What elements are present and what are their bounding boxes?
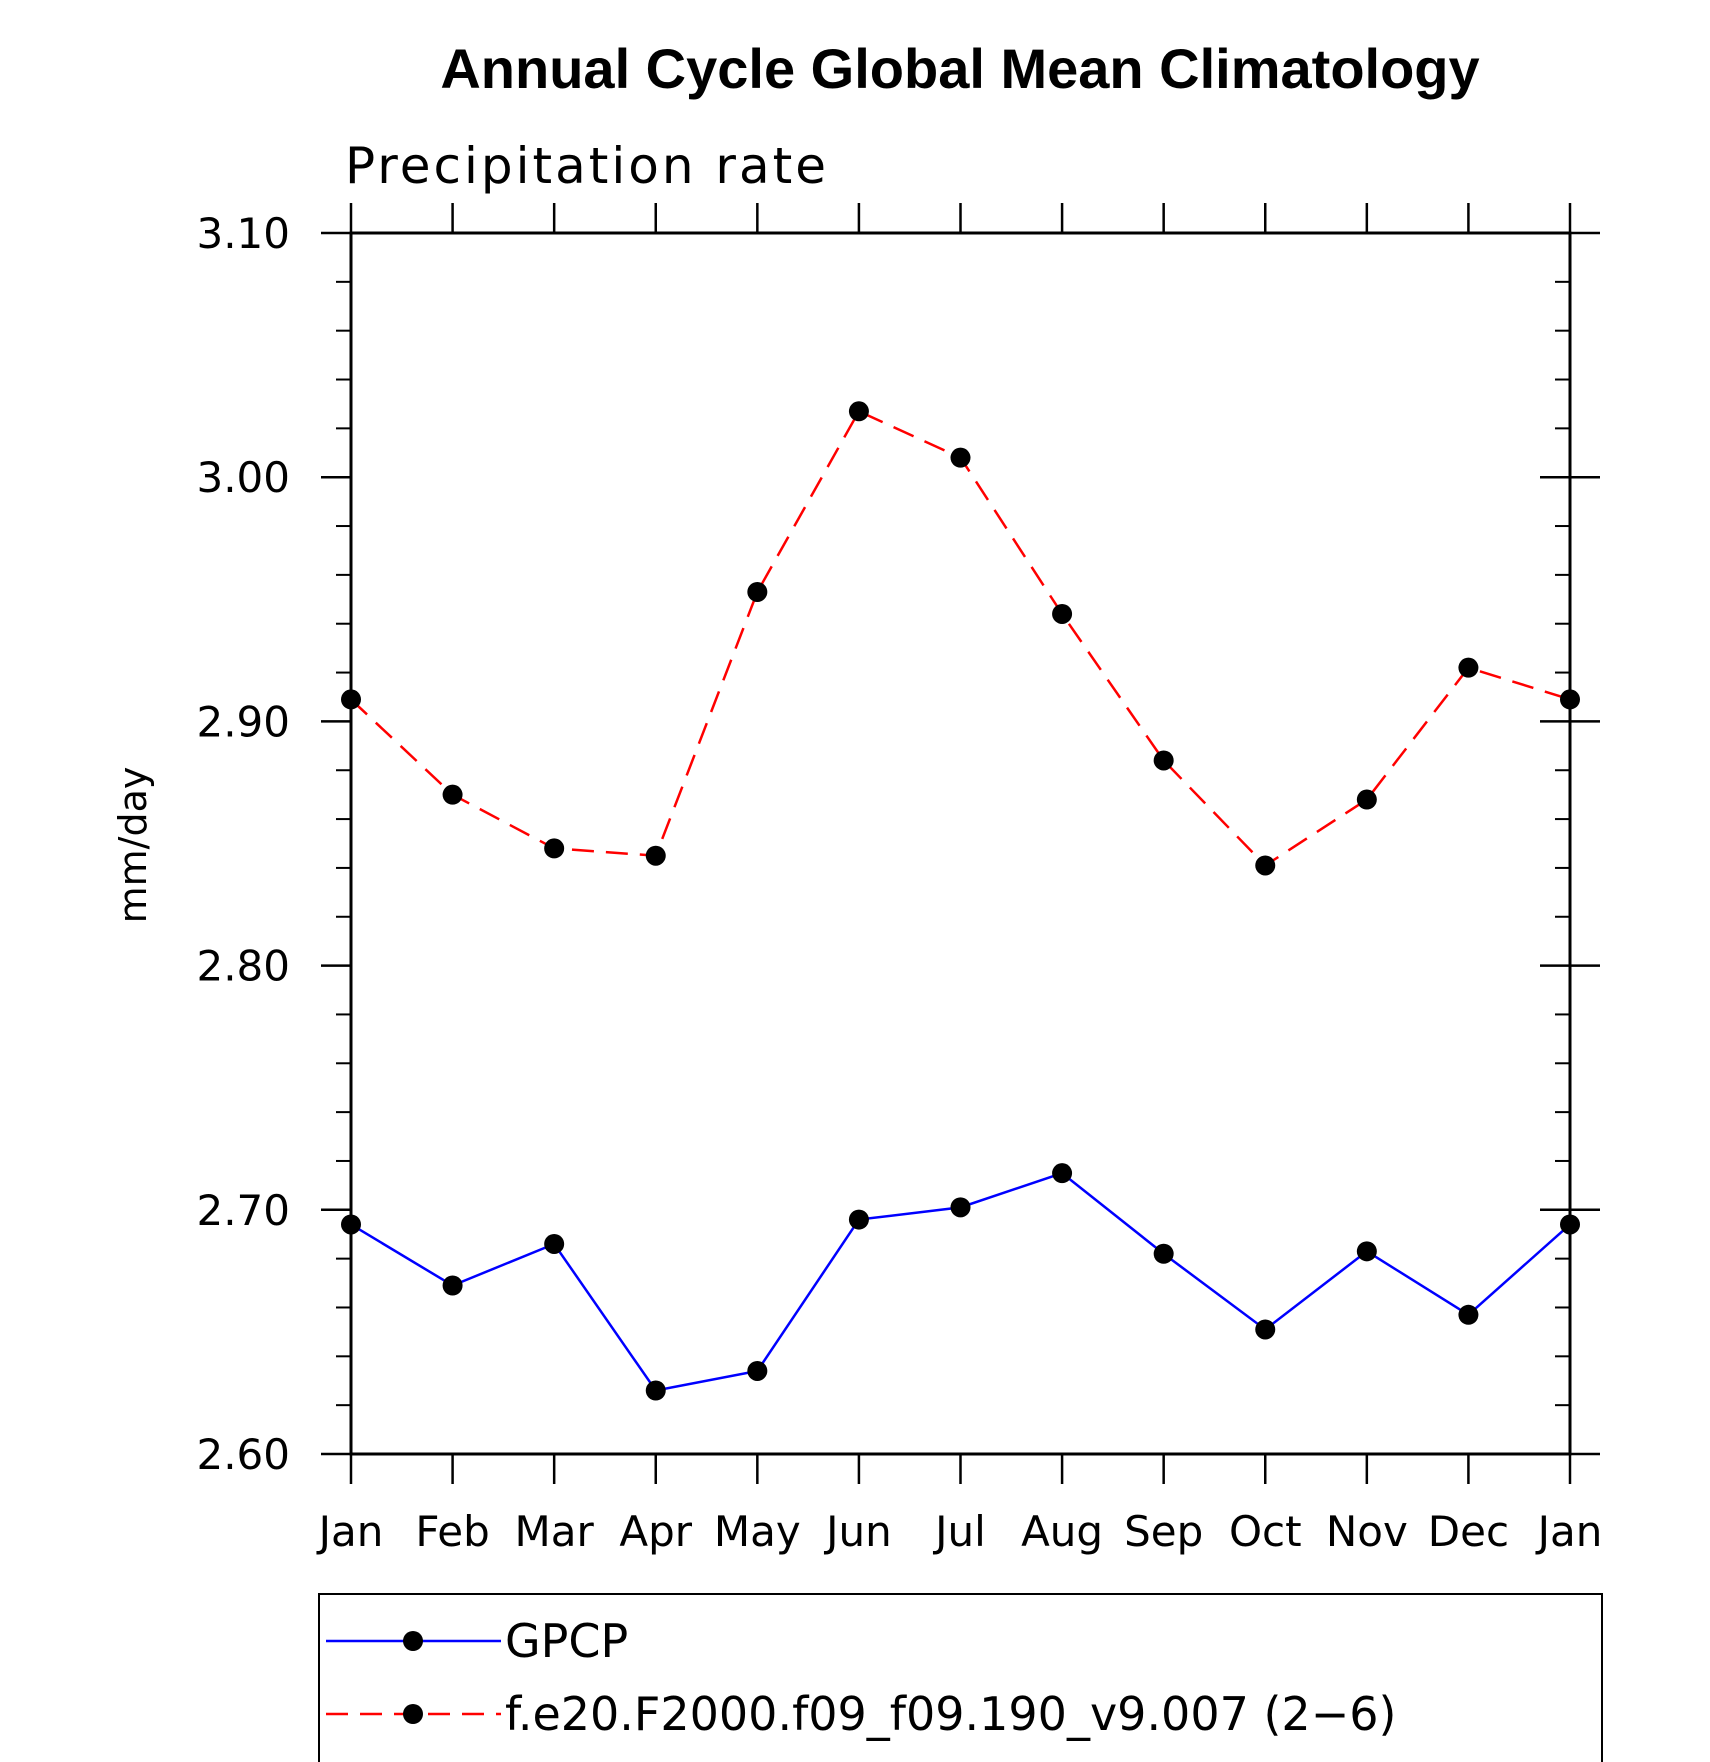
x-tick-label: Aug [1021,1507,1103,1556]
x-tick-label: Jun [823,1507,892,1556]
chart-title: Annual Cycle Global Mean Climatology [440,37,1479,100]
data-point-series-0 [645,1380,666,1401]
data-point-series-1 [442,784,463,805]
y-axis-label: mm/day [111,767,155,924]
data-point-series-0 [950,1197,971,1218]
y-tick-label: 2.70 [196,1186,290,1235]
legend-entry-gpcp: GPCP [326,1614,628,1668]
data-point-series-1 [1255,855,1276,876]
x-tick-label: Mar [515,1507,595,1556]
y-tick-label: 3.10 [196,209,290,258]
data-point-series-0 [442,1275,463,1296]
data-point-series-1 [950,447,971,468]
data-point-series-0 [747,1360,768,1381]
data-point-series-1 [1458,657,1479,678]
data-point-series-1 [544,838,565,859]
data-point-series-1 [341,689,361,710]
y-tick-label: 2.80 [196,942,290,991]
y-tick-labels: 2.60 2.70 2.80 2.90 3.00 3.10 [196,209,290,1479]
x-tick-label: Jan [1535,1507,1603,1556]
data-point-series-0 [1356,1241,1377,1262]
data-point-series-0 [1052,1163,1073,1184]
axis-ticks [321,203,1600,1484]
data-point-series-1 [645,845,666,866]
plot-frame [349,231,1572,1456]
legend-marker-gpcp [403,1631,423,1651]
series-line-1 [350,409,1571,868]
legend-label-gpcp: GPCP [505,1614,628,1668]
data-point-series-1 [1052,603,1073,624]
data-point-series-1 [848,401,869,422]
data-point-series-0 [1153,1243,1174,1264]
legend-entry-model: f.e20.F2000.f09_f09.190_v9.007 (2−6) [326,1687,1396,1741]
series-layer [341,401,1580,1401]
data-point-series-1 [1153,750,1174,771]
data-point-series-0 [544,1233,565,1254]
x-tick-label: Jul [932,1507,986,1556]
y-tick-label: 3.00 [196,453,290,502]
x-tick-label: Dec [1428,1507,1509,1556]
legend: GPCP f.e20.F2000.f09_f09.190_v9.007 (2−6… [326,1614,1396,1741]
data-point-series-0 [848,1209,869,1230]
x-tick-label: Nov [1326,1507,1408,1556]
x-tick-label: Sep [1124,1507,1203,1556]
x-tick-label: Jan [316,1507,384,1556]
data-point-series-0 [1255,1319,1276,1340]
legend-label-model: f.e20.F2000.f09_f09.190_v9.007 (2−6) [505,1687,1396,1741]
y-tick-label: 2.90 [196,697,290,746]
y-tick-label: 2.60 [196,1430,290,1479]
legend-box [318,1593,1603,1762]
data-point-series-1 [1356,789,1377,810]
legend-marker-model [403,1704,423,1724]
data-point-series-0 [1560,1214,1580,1235]
data-point-series-1 [747,581,768,602]
data-point-series-0 [1458,1304,1479,1325]
chart-subtitle: Precipitation rate [345,137,829,195]
x-tick-label: Feb [415,1507,489,1556]
data-point-series-1 [1560,689,1580,710]
x-tick-label: Apr [619,1507,692,1556]
x-tick-label: May [714,1507,801,1556]
x-tick-labels: Jan Feb Mar Apr May Jun Jul Aug Sep Oct Nov Dec Jan [316,1507,1603,1556]
data-point-series-0 [341,1214,361,1235]
x-tick-label: Oct [1229,1507,1302,1556]
